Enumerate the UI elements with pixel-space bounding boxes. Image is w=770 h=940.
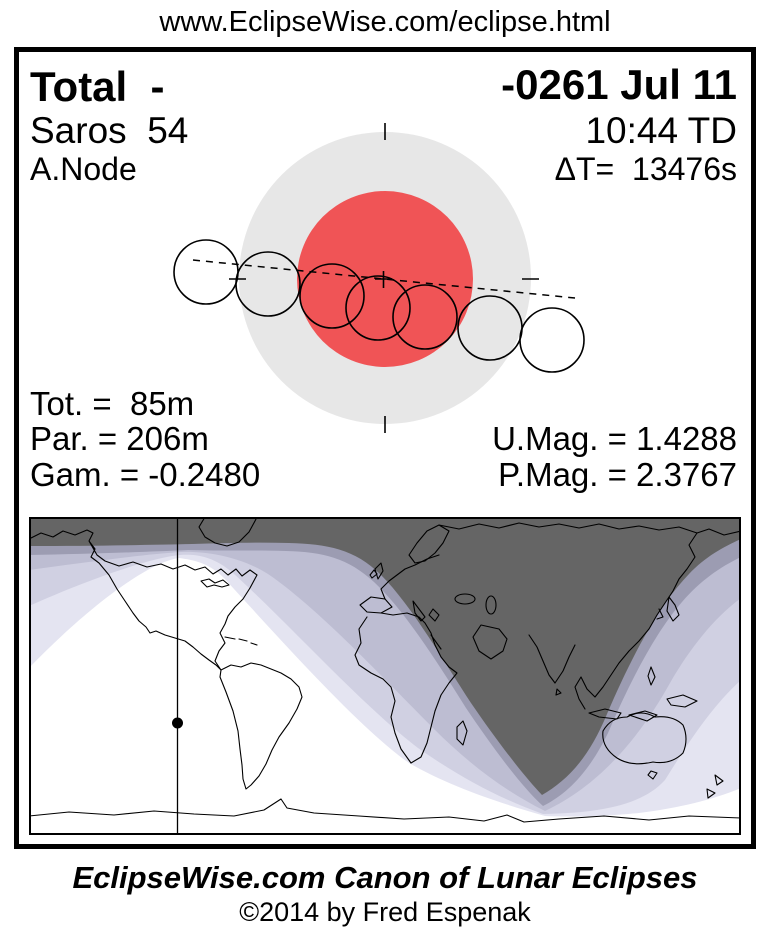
umbral-magnitude: U.Mag. = 1.4288 (492, 420, 737, 457)
coast-italy-greece (412, 600, 440, 622)
canon-title: EclipseWise.com Canon of Lunar Eclipses (72, 860, 698, 895)
sublunar-point-dot (172, 717, 183, 729)
gamma-value: Gam. = -0.2480 (30, 456, 261, 493)
coast-caribbean-islands (224, 636, 258, 646)
visibility-map (29, 517, 741, 835)
coast-caspian-sea (485, 595, 497, 615)
coast-greenland (198, 517, 258, 547)
axis-tick-marks (229, 123, 539, 433)
eclipse-type: Total - (30, 63, 165, 110)
coast-africa (354, 612, 458, 764)
continent-outlines (29, 517, 741, 823)
coast-asia-north (438, 522, 741, 536)
coast-asia-east (574, 532, 698, 710)
coast-india (528, 634, 576, 696)
coast-north-america (29, 529, 258, 671)
node-type: A.Node (30, 151, 137, 187)
copyright-notice: ©2014 by Fred Espenak (239, 897, 531, 927)
coast-arabia (472, 624, 508, 660)
delta-t-value: ΔT= 13476s (554, 151, 737, 187)
moon-positions (173, 239, 585, 373)
coast-great-lakes (200, 578, 230, 588)
greatest-eclipse-time: 10:44 TD (585, 110, 737, 151)
zone-no-eclipse (29, 517, 741, 795)
partial-duration: Par. = 206m (30, 420, 209, 457)
map-border (29, 517, 741, 835)
coast-indonesia (588, 694, 698, 722)
moon-disk-3 (299, 263, 365, 329)
coast-europe (380, 554, 440, 600)
eclipse-date: -0261 Jul 11 (501, 61, 737, 108)
coast-black-sea (454, 593, 476, 605)
coast-new-zealand (706, 774, 724, 799)
moon-disk-2 (235, 251, 301, 317)
penumbral-magnitude: P.Mag. = 2.3767 (498, 456, 737, 493)
coast-philippines (647, 666, 656, 686)
moon-disk-5 (392, 284, 458, 350)
moon-disk-1 (173, 239, 239, 305)
coast-south-america (219, 662, 303, 790)
saros-number: Saros 54 (30, 110, 189, 151)
totality-duration: Tot. = 85m (30, 385, 195, 422)
moon-disk-7 (519, 307, 585, 373)
coast-japan-korea (656, 596, 680, 622)
shadow-diagram (173, 123, 585, 433)
coast-iberia (359, 596, 393, 614)
site-url: www.EclipseWise.com/eclipse.html (159, 6, 611, 38)
coast-australia (602, 712, 687, 780)
coast-antarctica (29, 798, 741, 823)
moon-disk-4 (345, 275, 411, 341)
coast-madagascar (456, 720, 468, 746)
coast-british-isles (369, 562, 384, 580)
